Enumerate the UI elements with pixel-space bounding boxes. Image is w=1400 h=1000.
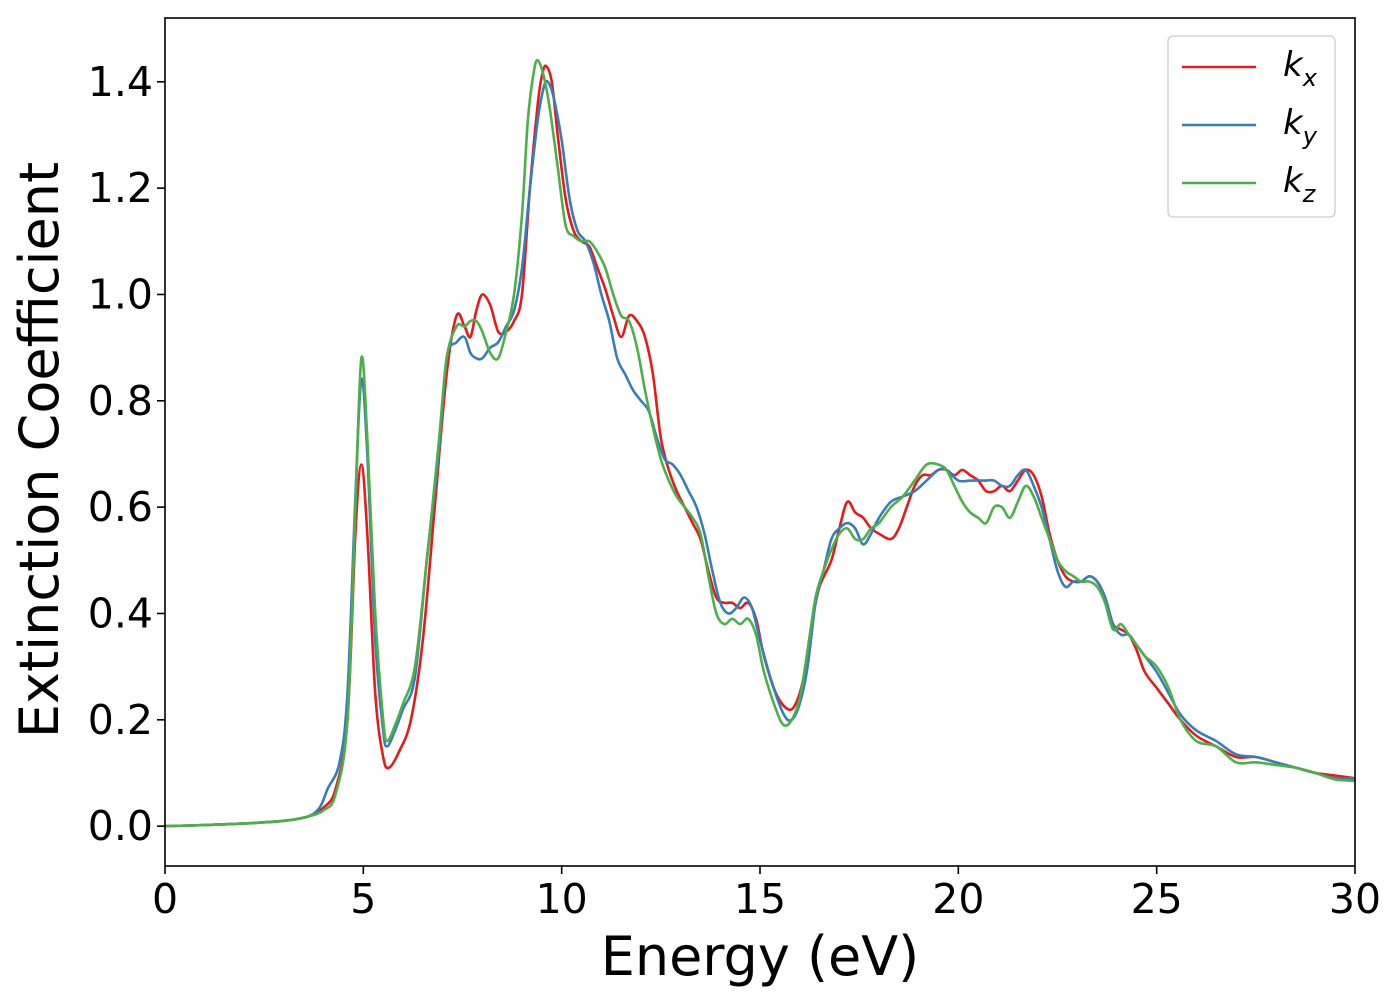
x-tick-label: 0 (152, 875, 178, 923)
legend-label-subscript: z (1302, 180, 1317, 208)
y-tick-label: 0.2 (88, 696, 153, 744)
legend-label-x: kx (1283, 45, 1318, 92)
y-tick-label: 0.8 (88, 377, 153, 425)
y-tick-label: 1.4 (88, 58, 153, 106)
series-line-z (165, 59, 1355, 828)
x-tick-label: 25 (1131, 875, 1183, 923)
legend-box (1167, 35, 1336, 218)
legend-label-main: k (1283, 103, 1304, 143)
legend-label-subscript: x (1302, 64, 1318, 92)
y-axis: 0.0 0.2 0.4 0.6 0.8 1.0 1.2 1.4 (88, 58, 165, 850)
y-tick-label: 0.0 (88, 802, 153, 850)
legend-label-main: k (1283, 45, 1304, 85)
legend-label-z: kz (1283, 161, 1317, 208)
x-axis: 0 5 10 15 20 25 30 (152, 866, 1381, 923)
legend-label-y: ky (1283, 103, 1318, 150)
y-axis-title: Extinction Coefficient (8, 162, 71, 738)
x-tick-label: 20 (932, 875, 984, 923)
legend-label-subscript: y (1302, 122, 1318, 150)
legend-label-main: k (1283, 161, 1304, 201)
series-layer (165, 59, 1355, 828)
y-tick-label: 1.2 (88, 164, 153, 212)
x-tick-label: 30 (1329, 875, 1381, 923)
y-tick-label: 1.0 (88, 270, 153, 318)
y-tick-label: 0.4 (88, 589, 153, 637)
x-tick-label: 15 (734, 875, 786, 923)
x-tick-label: 5 (350, 875, 376, 923)
x-tick-label: 10 (536, 875, 588, 923)
y-tick-label: 0.6 (88, 483, 153, 531)
x-axis-title: Energy (eV) (601, 925, 920, 988)
